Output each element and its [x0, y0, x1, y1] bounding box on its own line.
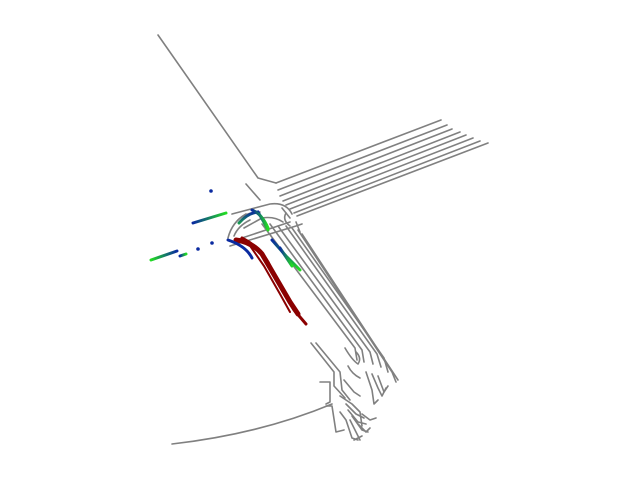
lane-line	[279, 128, 453, 197]
ego-path	[245, 239, 291, 313]
lane-line	[295, 221, 301, 233]
lane-line	[277, 225, 374, 365]
lane-line	[289, 137, 474, 210]
lane-line	[315, 342, 351, 401]
lane-line	[296, 142, 489, 217]
agent-point	[209, 189, 213, 193]
lane-line	[233, 219, 251, 237]
lane-line	[365, 371, 379, 405]
lane-line	[229, 223, 303, 247]
lane-line	[325, 405, 345, 433]
lower-interchange	[310, 342, 389, 441]
lane-line	[361, 413, 377, 421]
lane-line	[227, 213, 247, 239]
lane-line	[157, 34, 277, 184]
road-network	[157, 34, 489, 445]
agent-trajectory	[278, 246, 294, 268]
lane-line	[319, 381, 331, 405]
agent-point	[210, 241, 214, 245]
agent-point	[196, 247, 200, 251]
lane-line	[245, 183, 261, 201]
agent-trajectory	[191, 211, 228, 225]
lane-line	[377, 375, 389, 393]
lane-line	[277, 124, 448, 191]
lane-line	[281, 207, 291, 219]
lane-line	[339, 411, 359, 441]
lane-line	[310, 342, 346, 399]
lane-line	[353, 435, 363, 441]
lane-line	[301, 233, 399, 381]
lane-line	[347, 365, 361, 379]
ego-trajectory	[233, 236, 308, 326]
lane-line	[285, 225, 382, 368]
lane-line	[231, 202, 293, 215]
lane-line	[285, 134, 467, 206]
lane-line	[283, 212, 291, 227]
lane-line	[345, 403, 365, 419]
agent-trajectories	[149, 189, 302, 272]
lane-line	[344, 347, 361, 365]
agent-trajectory	[178, 252, 188, 258]
lane-line	[275, 119, 442, 184]
lane-line	[269, 223, 365, 363]
lane-line	[235, 221, 291, 241]
south-road-lanes	[261, 221, 399, 383]
agent-trajectory	[226, 238, 254, 260]
lane-line	[171, 403, 333, 445]
east-road-lanes	[275, 119, 489, 217]
lane-line	[347, 409, 367, 425]
lane-line	[357, 423, 371, 433]
agent-trajectory	[149, 249, 179, 262]
lane-line	[282, 131, 461, 202]
lane-line	[293, 140, 481, 214]
lane-line	[343, 379, 361, 397]
lane-line	[339, 395, 363, 427]
agent-trajectory	[250, 208, 270, 230]
